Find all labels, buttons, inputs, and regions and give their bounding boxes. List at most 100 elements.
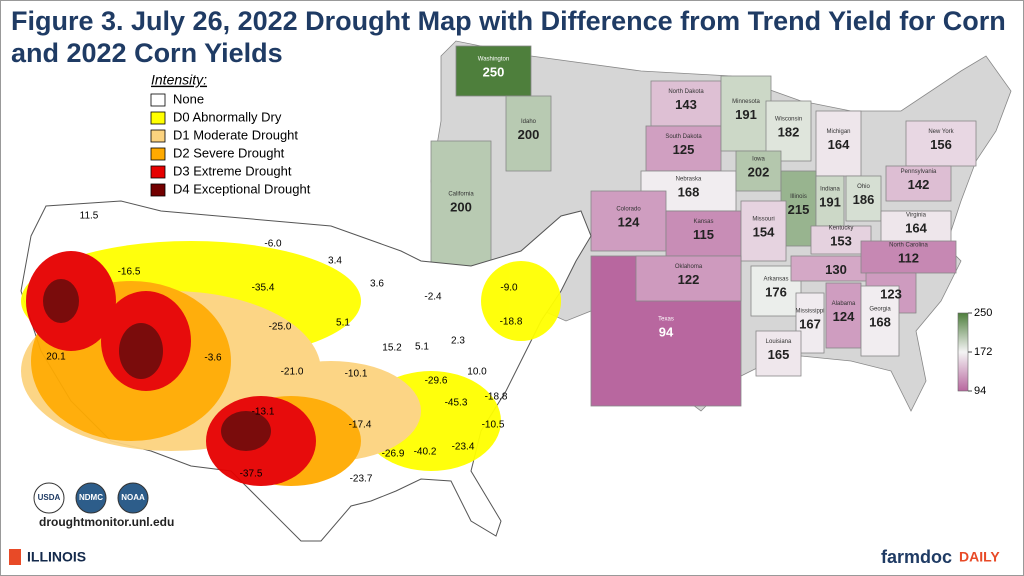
state [905, 120, 977, 167]
state-yield: 250 [483, 64, 505, 79]
state-yield: 191 [819, 194, 841, 209]
drought-label: -23.7 [350, 474, 373, 485]
legend: Intensity: None D0 Abnormally Dry D1 Modera… [150, 72, 311, 197]
state-yield: 167 [799, 316, 821, 331]
state-name: Mississippi [795, 309, 824, 315]
state [505, 95, 552, 172]
state [815, 175, 845, 227]
color-scale: 250 172 94 [957, 307, 992, 397]
drought-label: -37.5 [240, 469, 263, 480]
state-name: Oklahoma [675, 264, 703, 270]
state-yield: 122 [678, 272, 700, 287]
state [780, 170, 817, 247]
scale-tick-label: 94 [974, 385, 986, 397]
state-name: Illinois [790, 194, 807, 200]
state-yield: 168 [678, 184, 700, 199]
legend-swatch [150, 93, 166, 107]
state [885, 165, 952, 202]
state [735, 150, 782, 192]
scale-tick-label: 172 [974, 346, 992, 358]
drought-label: -10.5 [482, 420, 505, 431]
state-name: Ohio [857, 184, 870, 190]
state [455, 45, 532, 97]
state-name: Pennsylvania [901, 169, 937, 175]
state [825, 282, 862, 349]
drought-label: -35.4 [252, 283, 275, 294]
footer-brand: farmdoc [881, 547, 952, 567]
d4-area [119, 323, 163, 379]
illinois-mark [9, 549, 21, 565]
state-name: New York [928, 129, 954, 135]
state-yield: 186 [853, 192, 875, 207]
state-yield: 130 [825, 262, 847, 277]
state-name: Idaho [521, 119, 537, 125]
drought-label: -18.8 [485, 392, 508, 403]
state-yield: 191 [735, 107, 757, 122]
state-yield: 200 [518, 127, 540, 142]
state-name: Nebraska [676, 177, 702, 183]
legend-label: D1 Moderate Drought [173, 127, 298, 142]
state-name: Michigan [826, 129, 850, 135]
state-yield: 176 [765, 284, 787, 299]
state-yield: 124 [833, 309, 855, 324]
state-name: North Carolina [889, 243, 928, 249]
drought-label: -9.0 [500, 283, 518, 294]
state [635, 255, 742, 302]
state [645, 125, 722, 172]
state-yield: 202 [748, 164, 770, 179]
state-name: Kentucky [829, 226, 854, 232]
state-name: Wisconsin [775, 117, 802, 123]
state-name: Kansas [693, 219, 713, 225]
drought-label: 15.2 [382, 343, 402, 354]
legend-swatch [150, 165, 166, 179]
d4-area [221, 411, 271, 451]
legend-swatch [150, 129, 166, 143]
state [430, 140, 492, 272]
drought-label: -40.2 [414, 447, 437, 458]
state-yield: 153 [830, 233, 852, 248]
state [665, 210, 742, 257]
state-yield: 94 [659, 324, 674, 339]
drought-label: 5.1 [336, 318, 350, 329]
scale-tick-label: 250 [974, 307, 992, 319]
drought-label: -16.5 [118, 267, 141, 278]
legend-label: D4 Exceptional Drought [173, 181, 311, 196]
scale-bar [957, 312, 969, 392]
drought-label: -17.4 [349, 420, 372, 431]
state-yield: 123 [880, 286, 902, 301]
state-name: California [448, 192, 474, 198]
drought-label: -13.1 [252, 407, 275, 418]
state-yield: 164 [905, 220, 927, 235]
legend-label: None [173, 91, 204, 106]
drought-label: 20.1 [46, 352, 66, 363]
footer-brand-sub: DAILY [959, 549, 1000, 565]
state [740, 200, 787, 262]
d4-area [43, 279, 79, 323]
legend-swatch [150, 111, 166, 125]
legend-label: D2 Severe Drought [173, 145, 285, 160]
state-yield: 143 [675, 97, 697, 112]
logo-text: NDMC [79, 493, 103, 502]
state-name: Louisiana [766, 339, 792, 345]
logo [75, 482, 107, 514]
state [845, 175, 882, 222]
drought-label: -45.3 [445, 398, 468, 409]
state [590, 190, 667, 252]
drought-label: -23.4 [452, 442, 475, 453]
drought-label: 11.5 [80, 211, 99, 222]
state [755, 330, 802, 377]
legend-swatch [150, 183, 166, 197]
state-name: South Dakota [665, 134, 702, 140]
drought-label: -2.4 [424, 292, 442, 303]
drought-label: -26.9 [382, 449, 405, 460]
drought-label: -29.6 [425, 376, 448, 387]
state-name: Arkansas [763, 277, 788, 283]
drought-label: -25.0 [269, 322, 292, 333]
state-yield: 215 [788, 202, 810, 217]
d0-area [481, 261, 561, 341]
state-yield: 125 [673, 142, 695, 157]
logo-text: NOAA [121, 493, 145, 502]
state-name: Virginia [906, 213, 927, 219]
state-name: Indiana [820, 187, 840, 193]
